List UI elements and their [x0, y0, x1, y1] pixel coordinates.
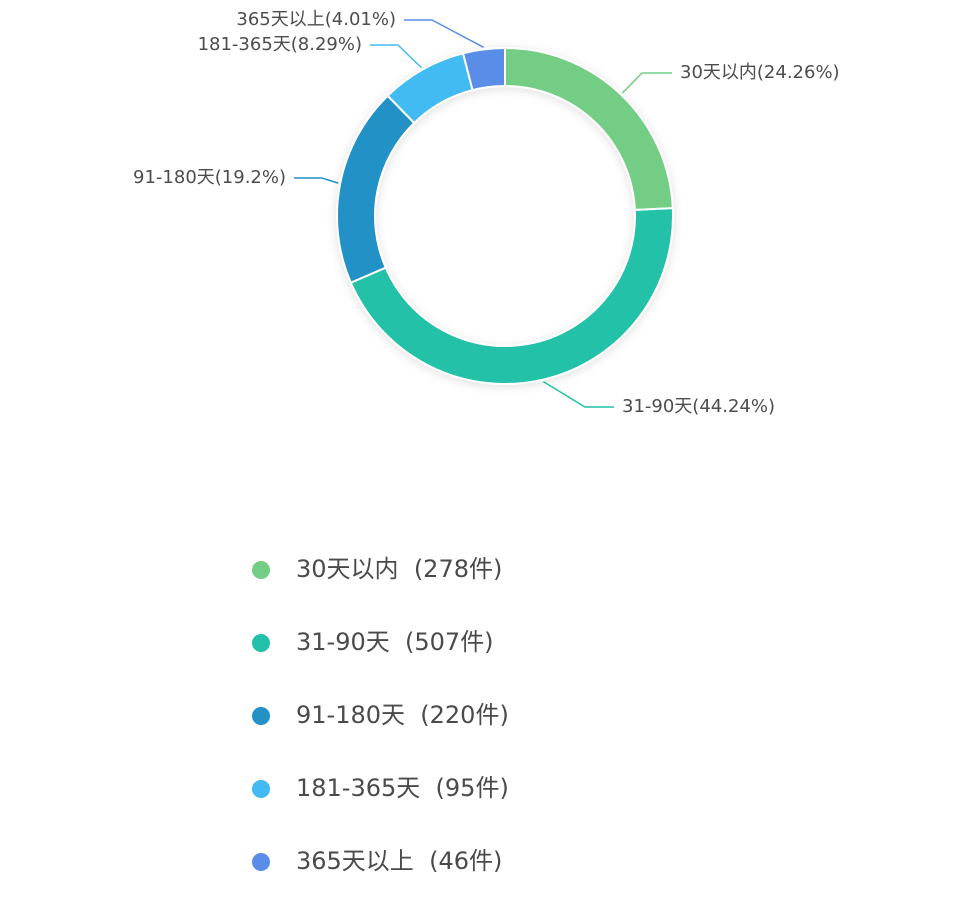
legend-item-91-180-days[interactable]: 91-180天 (220件) [252, 694, 752, 767]
legend-dot-30-days [252, 561, 270, 579]
slice-label-31-90-days: 31-90天(44.24%) [622, 396, 775, 417]
legend: 30天以内 (278件) 31-90天 (507件) 91-180天 (220件… [252, 548, 752, 913]
legend-count-91-180-days: (220件) [420, 701, 509, 729]
slice-label-365-plus-days: 365天以上(4.01%) [236, 9, 396, 30]
donut-chart-canvas: 30天以内(24.26%) 31-90天(44.24%) 91-180天(19.2%… [133, 9, 840, 417]
donut-slices [336, 46, 674, 385]
legend-count-181-365-days: (95件) [435, 774, 509, 802]
legend-dot-365-plus-days [252, 853, 270, 871]
legend-dot-181-365-days [252, 780, 270, 798]
leader-line-91-180-days [294, 177, 339, 184]
legend-label-91-180-days: 91-180天 [296, 701, 406, 729]
slice-labels: 30天以内(24.26%) 31-90天(44.24%) 91-180天(19.2%… [133, 9, 840, 417]
legend-item-181-365-days[interactable]: 181-365天 (95件) [252, 767, 752, 840]
legend-count-30-days: (278件) [413, 555, 503, 583]
slice-label-91-180-days: 91-180天(19.2%) [133, 167, 286, 188]
legend-dot-91-180-days [252, 707, 270, 725]
legend-dot-31-90-days [252, 634, 270, 652]
leader-line-365-plus-days [404, 19, 484, 49]
slice-label-30-days: 30天以内(24.26%) [680, 62, 840, 83]
legend-label-31-90-days: 31-90天 [296, 628, 390, 656]
slice-91-180-days[interactable] [336, 94, 416, 285]
leader-line-31-90-days [542, 380, 614, 408]
legend-label-181-365-days: 181-365天 [296, 774, 421, 802]
legend-label-365-plus-days: 365天以上 [296, 847, 414, 875]
legend-item-31-90-days[interactable]: 31-90天 (507件) [252, 621, 752, 694]
leader-line-30-days [621, 72, 672, 94]
leader-line-181-365-days [370, 44, 423, 69]
slice-365-plus-days[interactable] [461, 46, 506, 92]
label-leader-lines [294, 19, 672, 408]
legend-count-365-plus-days: (46件) [429, 847, 503, 875]
legend-count-31-90-days: (507件) [405, 628, 494, 656]
legend-label-30-days: 30天以内 [296, 555, 399, 583]
donut-chart: 30天以内(24.26%) 31-90天(44.24%) 91-180天(19.2%… [133, 9, 840, 875]
slice-label-181-365-days: 181-365天(8.29%) [198, 34, 362, 55]
slice-31-90-days[interactable] [349, 207, 674, 385]
legend-item-365-plus-days[interactable]: 365天以上 (46件) [252, 840, 752, 913]
legend-item-30-days[interactable]: 30天以内 (278件) [252, 548, 752, 621]
